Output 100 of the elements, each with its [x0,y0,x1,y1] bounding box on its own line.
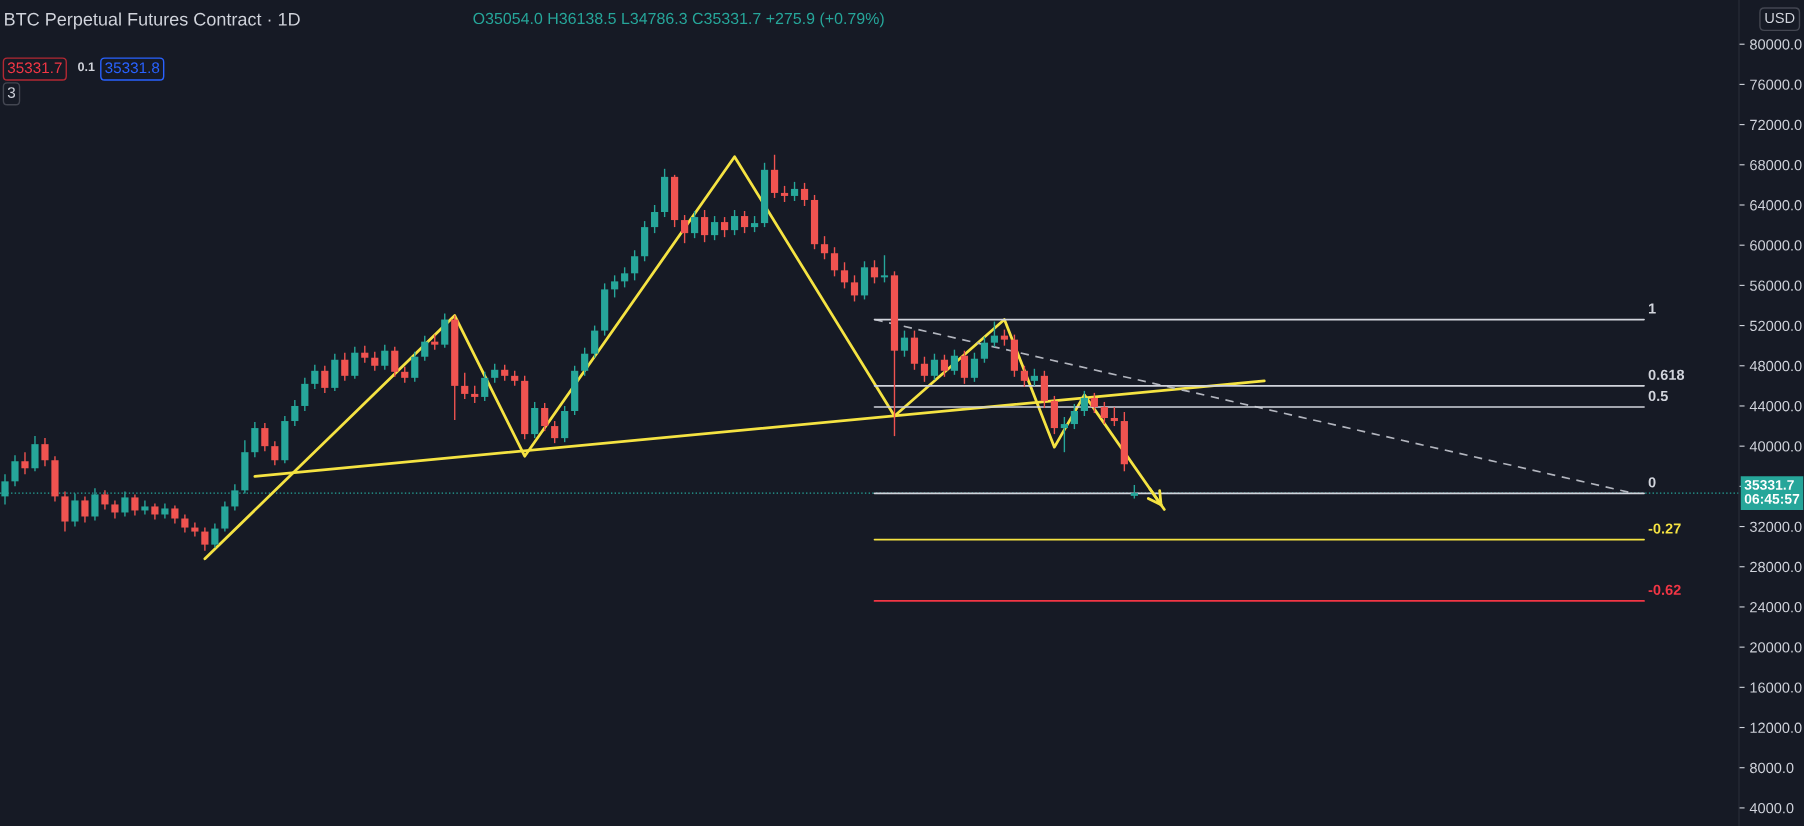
candlestick [730,209,739,236]
candlestick [11,454,19,488]
y-tick-label: 24000.0 [1750,602,1802,613]
candlestick [960,350,969,385]
candlestick [341,352,349,382]
candlestick [581,346,589,377]
candlestick [621,266,629,289]
candlestick [880,254,889,284]
y-tick-label: 8000.0 [1750,762,1794,774]
y-tick-label: 80000.0 [1750,39,1802,50]
candlestick [990,320,999,348]
candlestick [770,154,779,199]
candlestick [940,354,949,378]
candlestick [261,422,269,452]
candlestick [950,348,959,376]
candlestick [651,204,659,234]
series-label: 0.618 [1648,369,1685,380]
candlestick [820,235,829,260]
candlestick [790,181,799,202]
annotation: 35331.7 [7,62,62,74]
candlestick [900,329,909,358]
series-label: -0.27 [1648,523,1681,534]
candlestick [691,210,699,239]
candlestick [920,356,929,383]
candlestick [371,351,379,372]
annotation: O35054.0 H36138.5 L34786.3 C35331.7 +275.9 (+0.79%) [473,12,884,28]
candlestick [551,420,559,444]
candlestick [631,249,639,282]
candlestick [181,513,189,534]
candlestick [541,402,549,432]
series-label: 0 [1648,477,1656,488]
series-label: 0.5 [1648,390,1668,402]
y-tick-label: 64000.0 [1750,200,1802,211]
candlestick [421,334,429,362]
y-tick-label: 56000.0 [1750,280,1802,291]
candlestick [211,522,219,549]
candlestick [201,526,209,552]
annotation: 35331.8 [105,62,160,74]
annotation: 3 [7,87,16,98]
candlestick [21,451,29,475]
candlestick [930,353,939,381]
candlestick [1100,401,1108,425]
candlestick [840,261,849,290]
candlestick [970,352,979,383]
y-tick-label: 4000.0 [1749,803,1794,814]
candlestick [701,209,709,243]
candlestick [111,499,119,520]
y-tick-label: 48000.0 [1749,360,1802,372]
candlestick [461,372,469,400]
candlestick [591,324,599,359]
candlestick [221,500,229,533]
candlestick [740,210,749,234]
candlestick [171,504,179,525]
series-label: 1 [1648,303,1656,314]
y-tick-label: 72000.0 [1750,119,1802,131]
candlestick [141,499,149,516]
candlestick [411,351,419,383]
annotation: 0.1 [78,62,95,72]
candlestick [161,502,169,520]
y-tick-label: 32000.0 [1749,521,1802,532]
y-tick-label: 40000.0 [1749,441,1802,452]
candlestick [391,345,399,378]
candlestick [321,365,329,394]
candlestick [830,246,839,278]
y-tick-label: 60000.0 [1750,240,1802,251]
y-tick-label: 16000.0 [1750,682,1802,693]
y-tick-label: 76000.0 [1750,79,1802,90]
candlestick [681,214,689,244]
candlestick [870,259,879,285]
candlestick [41,437,49,467]
candlestick [311,364,319,390]
candlestick [291,399,299,427]
y-tick-label: 28000.0 [1750,561,1802,573]
candlestick [1070,403,1078,430]
y-tick-label: 68000.0 [1750,159,1802,171]
y-tick-label: 44000.0 [1749,401,1802,412]
candlestick [1090,392,1098,414]
candlestick [101,489,109,511]
candlestick [351,345,359,380]
ref-line-label: 35331.7 06:45:57 [1744,479,1800,504]
candlestick [301,377,309,412]
candlestick [271,440,279,466]
candlestick [980,335,989,364]
text: USD [1765,12,1795,24]
candlestick [1080,390,1088,417]
candlestick [191,521,199,538]
y-tick-label: 20000.0 [1750,642,1802,653]
candlestick [481,371,489,402]
candlestick [131,493,139,517]
candlestick [850,274,859,303]
candlestick [381,343,389,371]
candlestick [491,363,499,384]
candlestick [81,495,89,524]
y-tick-label: 52000.0 [1750,320,1802,331]
candlestick [1110,406,1118,427]
candlestick [611,274,619,299]
y-tick-label: 12000.0 [1750,722,1802,733]
candlestick [720,216,729,238]
candlestick [1020,365,1029,388]
candlestick [800,182,809,207]
